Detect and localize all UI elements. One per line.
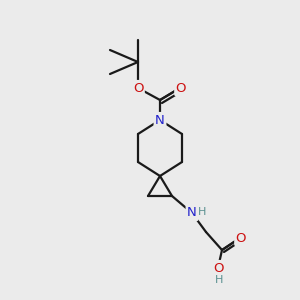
Text: O: O bbox=[213, 262, 223, 275]
Text: H: H bbox=[198, 207, 206, 217]
Text: N: N bbox=[187, 206, 197, 220]
Text: O: O bbox=[236, 232, 246, 244]
Text: O: O bbox=[133, 82, 143, 94]
Text: N: N bbox=[155, 113, 165, 127]
Text: H: H bbox=[215, 275, 223, 285]
Text: O: O bbox=[176, 82, 186, 94]
